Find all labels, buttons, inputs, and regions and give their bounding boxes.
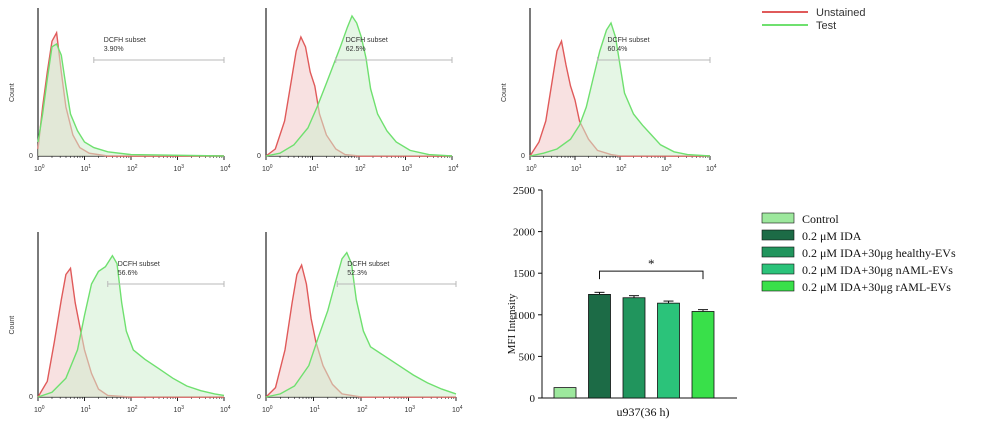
- bar-legend-label-3: 0.2 μM IDA+30μg healthy-EVs: [802, 246, 956, 260]
- histogram-line-test: [529, 21, 711, 157]
- x-tick-label: 101: [309, 164, 320, 173]
- gate-percent: 60.4%: [608, 46, 628, 53]
- bar-y-tick-label: 2500: [513, 185, 536, 197]
- bar-3: [622, 297, 646, 399]
- x-tick-label: 100: [262, 405, 273, 414]
- x-tick-label: 101: [571, 164, 582, 173]
- y-axis-label: Count: [501, 83, 508, 102]
- bar-legend-swatch-4: [761, 263, 795, 275]
- bar-legend-swatch-3: [761, 246, 795, 258]
- x-tick-label: 100: [34, 405, 45, 414]
- y-tick-label-zero: 0: [257, 394, 261, 401]
- x-tick-label: 101: [81, 405, 92, 414]
- legend-label-unstained: Unstained: [816, 7, 866, 19]
- bar-y-tick-label: 1000: [513, 310, 536, 322]
- x-tick-label: 100: [262, 164, 273, 173]
- x-tick-label: 104: [220, 405, 231, 414]
- x-tick-label: 102: [127, 164, 138, 173]
- y-tick-label-zero: 0: [29, 153, 33, 160]
- bar-legend-swatch-5: [761, 280, 795, 292]
- histogram-line-test: [265, 251, 457, 398]
- bar-4: [657, 302, 680, 399]
- x-tick-label: 101: [310, 405, 321, 414]
- bar-2: [588, 294, 611, 399]
- x-tick-label: 102: [127, 405, 138, 414]
- y-tick-label-zero: 0: [521, 153, 525, 160]
- histogram-fill-test: [266, 252, 456, 397]
- x-tick-label: 102: [357, 405, 368, 414]
- x-tick-label: 102: [616, 164, 627, 173]
- gate-percent: 3.90%: [104, 46, 124, 53]
- bar-legend-swatch-2: [761, 229, 795, 241]
- bar-legend-label-1: Control: [802, 212, 839, 226]
- significance-bracket: [599, 270, 704, 280]
- y-axis-label: Count: [9, 83, 16, 102]
- x-tick-label: 103: [405, 405, 416, 414]
- x-tick-label: 103: [174, 164, 185, 173]
- histogram-fill-test: [38, 44, 224, 156]
- gate-name: DCFH subset: [608, 37, 650, 44]
- bar-y-tick-label: 0: [530, 393, 536, 405]
- bar-bars: *: [553, 256, 715, 399]
- legend-label-test: Test: [816, 20, 836, 32]
- y-tick-label-zero: 0: [29, 394, 33, 401]
- bar-y-tick-label: 1500: [513, 268, 536, 280]
- bar-legend-label-4: 0.2 μM IDA+30μg nAML-EVs: [802, 263, 953, 277]
- histogram-fill-unstained: [530, 41, 710, 157]
- x-tick-label: 104: [452, 405, 463, 414]
- gate-name: DCFH subset: [347, 261, 389, 268]
- gate-percent: 62.5%: [346, 46, 366, 53]
- x-tick-label: 100: [526, 164, 537, 173]
- bar-1: [553, 387, 577, 399]
- bar-legend: Control 0.2 μM IDA 0.2 μM IDA+30μg healthy…: [761, 212, 956, 294]
- flow-panel-1: 100 101 102 103 104 0 Count DCFH subset 3.90%: [9, 8, 231, 173]
- x-tick-label: 104: [448, 164, 459, 173]
- flow-legend: Unstained Test: [762, 7, 866, 32]
- flow-panel-4: 100 101 102 103 104 0 Count DCFH subset 56.6%: [9, 232, 231, 414]
- x-tick-label: 101: [81, 164, 92, 173]
- bar-xlabel: u937(36 h): [617, 405, 670, 419]
- histogram-line-test: [37, 42, 225, 157]
- y-axis-label: Count: [9, 316, 16, 335]
- x-tick-label: 104: [220, 164, 231, 173]
- gate-name: DCFH subset: [118, 261, 160, 268]
- flow-panel-3: 100 101 102 103 104 0 Count DCFH subset 60.4%: [501, 8, 717, 173]
- flow-panel-2: 100 101 102 103 104 0 DCFH subset 62.5%: [257, 8, 459, 173]
- histogram-line-test: [265, 14, 453, 157]
- x-tick-label: 104: [706, 164, 717, 173]
- mfi-bar-chart: MFI Intensity u937(36 h) 0 500 1000 1500 200…: [506, 185, 737, 419]
- gate-percent: 56.6%: [118, 270, 138, 277]
- gate-name: DCFH subset: [346, 37, 388, 44]
- gate-name: DCFH subset: [104, 37, 146, 44]
- significance-label: *: [648, 256, 655, 271]
- histogram-fill-test: [530, 23, 710, 156]
- bar-legend-label-5: 0.2 μM IDA+30μg rAML-EVs: [802, 280, 951, 294]
- flow-panel-5: 100 101 102 103 104 0 DCFH subset 52.3%: [257, 232, 463, 414]
- bar-y-tick-label: 2000: [513, 227, 536, 239]
- gate-percent: 52.3%: [347, 270, 367, 277]
- histogram-fill-test: [38, 255, 224, 397]
- bar-ylabel: MFI Intensity: [506, 293, 518, 354]
- x-tick-label: 103: [174, 405, 185, 414]
- histogram-fill-test: [266, 16, 452, 156]
- x-tick-label: 103: [661, 164, 672, 173]
- x-tick-label: 103: [402, 164, 413, 173]
- bar-legend-label-2: 0.2 μM IDA: [802, 229, 862, 243]
- x-tick-label: 100: [34, 164, 45, 173]
- y-tick-label-zero: 0: [257, 153, 261, 160]
- bar-y-tick-label: 500: [519, 351, 536, 363]
- histogram-line-test: [37, 254, 225, 398]
- bar-legend-swatch-1: [761, 212, 795, 224]
- x-tick-label: 102: [355, 164, 366, 173]
- bar-5: [691, 311, 715, 399]
